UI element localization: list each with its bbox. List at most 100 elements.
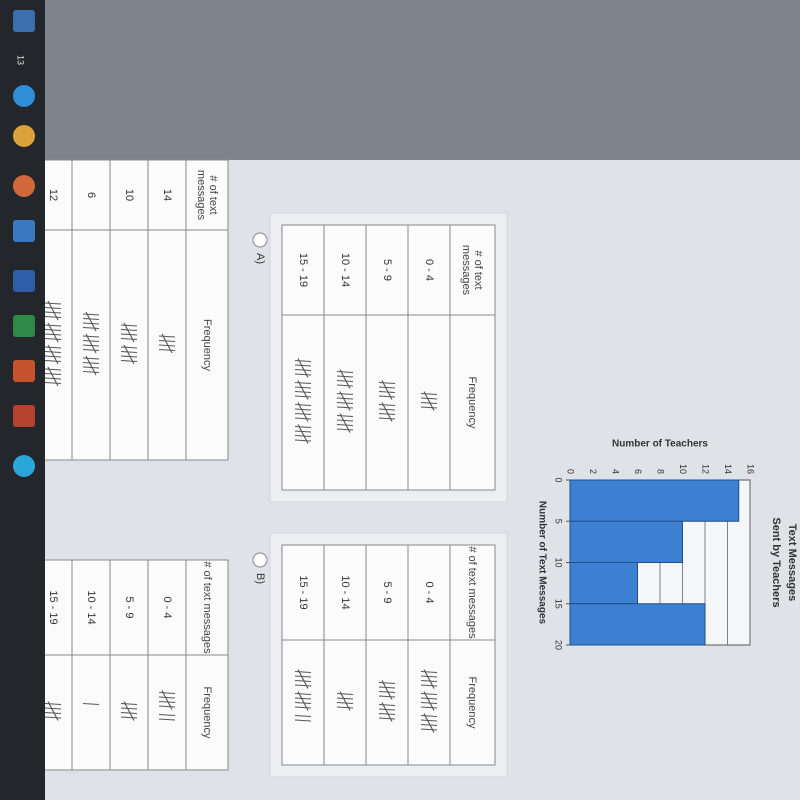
tally-strike (85, 311, 97, 332)
tally-strike (381, 380, 393, 400)
column-header-box: # of text messages (201, 561, 213, 653)
tally-strike (47, 300, 59, 321)
taskbar-icon (13, 10, 35, 32)
taskbar-icon (13, 270, 35, 292)
tally-stroke (336, 401, 354, 405)
y-tick-label: 14 (723, 464, 733, 474)
tally-stroke (294, 684, 312, 687)
tally-strike (381, 680, 393, 700)
tally-strike (123, 344, 135, 365)
tally-stroke (294, 403, 312, 407)
tally-strike (423, 691, 435, 711)
tally-stroke (378, 403, 396, 407)
column-header: Frequency (201, 319, 213, 371)
taskbar-icon (13, 220, 35, 242)
tally (82, 702, 100, 706)
column-header-box: # of text messages (461, 245, 485, 295)
tally-stroke (82, 366, 100, 369)
tally-strike (297, 691, 309, 711)
tally-stroke (420, 684, 438, 687)
tally-stroke (44, 302, 62, 305)
tally-stroke (294, 430, 312, 433)
tally-stroke (336, 375, 354, 378)
tally-stroke (336, 384, 354, 387)
tally-strike (423, 669, 435, 689)
row-label: 6 (85, 192, 97, 198)
tally-stroke (294, 368, 312, 372)
tally-stroke (120, 333, 138, 336)
row-label: 5 - 9 (123, 596, 135, 618)
tally-strike (47, 701, 59, 721)
tally-stroke (294, 701, 312, 705)
taskbar (0, 0, 45, 800)
tally-stroke (82, 348, 100, 352)
tally-stroke (420, 728, 438, 731)
row-label: 15 - 19 (297, 253, 309, 287)
tally-stroke (120, 324, 138, 327)
tally-stroke (378, 712, 396, 716)
column-header-box: Frequency (201, 687, 213, 739)
tally-stroke (120, 346, 138, 349)
radio-button[interactable] (252, 552, 268, 568)
tally-stroke (378, 395, 396, 398)
row-label: 15 - 19 (47, 590, 59, 624)
tally-strike (339, 391, 351, 411)
tally-stroke (336, 423, 354, 427)
tally-stroke (44, 337, 62, 341)
row-label: 5 - 9 (381, 581, 393, 603)
tally-stroke (82, 326, 100, 330)
row-label: 10 - 14 (339, 253, 351, 287)
tally-strike (123, 322, 135, 343)
taskbar-icon (13, 125, 35, 147)
x-tick-label: 0 (554, 477, 564, 482)
tally-stroke (120, 711, 138, 715)
tally-stroke (120, 350, 138, 354)
x-tick-label: 20 (554, 640, 564, 650)
table-frame (281, 544, 496, 766)
row-label: 10 - 14 (85, 590, 97, 624)
tally (378, 380, 396, 422)
column-header-box: Frequency (467, 377, 479, 429)
tally-stroke (82, 322, 100, 325)
tally-stroke (378, 695, 396, 698)
tally-strike (423, 713, 435, 733)
column-header-box: Frequency (201, 319, 213, 371)
tally (336, 691, 354, 711)
tally-stroke (44, 324, 62, 327)
tally-stroke (420, 706, 438, 709)
tally-stroke (120, 328, 138, 332)
x-axis-label: Number of Text Messages (536, 501, 547, 625)
tally-stroke (336, 701, 354, 705)
y-tick-label: 8 (656, 469, 666, 474)
tally-stroke (294, 675, 312, 678)
tally-stroke (378, 390, 396, 394)
tally-stroke (420, 670, 438, 674)
tally-stroke (44, 716, 62, 719)
tally-strike (47, 344, 59, 365)
tally-stroke (420, 723, 438, 727)
tally-stroke (44, 311, 62, 314)
tally-stroke (378, 386, 396, 389)
tally-stroke (44, 359, 62, 363)
taskbar-badge: 13 (16, 55, 26, 65)
tally-strike (161, 333, 173, 354)
tally-stroke (158, 344, 176, 347)
tally-strike (339, 413, 351, 433)
tally-stroke (378, 686, 396, 689)
tally-stroke (44, 346, 62, 349)
tally-stroke (294, 425, 312, 429)
tally (294, 358, 312, 444)
y-tick-label: 10 (678, 464, 688, 474)
tally-stroke (336, 697, 354, 700)
tally-stroke (294, 670, 312, 674)
tally-strike (161, 690, 173, 710)
row-label: 0 - 4 (423, 581, 435, 603)
row-label: 10 - 14 (339, 575, 351, 609)
chart-title: Text Messages (786, 524, 798, 601)
radio-button[interactable] (252, 232, 268, 248)
tally-stroke (294, 679, 312, 683)
tally-stroke (44, 315, 62, 319)
